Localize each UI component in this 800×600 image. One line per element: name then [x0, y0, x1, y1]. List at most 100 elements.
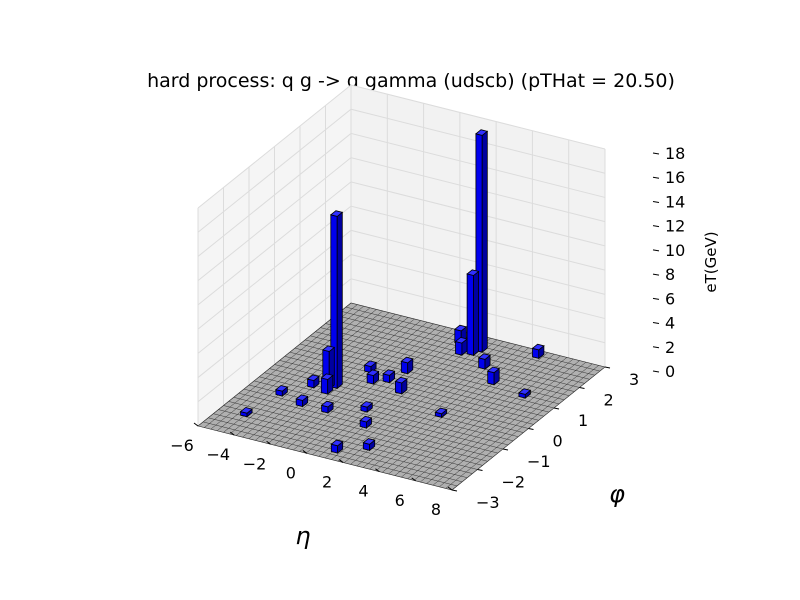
bar-top	[363, 360, 377, 368]
floor-line	[315, 331, 570, 396]
bar-top	[362, 438, 376, 445]
floor-line	[223, 405, 478, 470]
floor-line	[279, 360, 534, 425]
gridline-z	[197, 205, 606, 330]
bar	[394, 380, 403, 395]
floor-line	[310, 335, 565, 401]
y-tick	[477, 469, 483, 471]
x-tick-label: 0	[286, 463, 296, 482]
bar-side	[481, 130, 488, 354]
z-tick-label: 16	[665, 168, 685, 187]
gridline-z	[197, 84, 606, 209]
y-tick	[502, 448, 509, 451]
bar	[455, 340, 463, 356]
bar-top	[239, 407, 253, 414]
x-tick-label: 8	[431, 500, 441, 519]
x-tick-label: −2	[243, 454, 267, 473]
z-tick-label: 4	[665, 314, 675, 333]
z-tick	[652, 273, 660, 276]
x-tick-label: −4	[206, 445, 230, 464]
bar-top	[475, 129, 489, 136]
floor-line	[320, 327, 575, 392]
x-tick-label: 6	[395, 491, 405, 510]
x-tick	[266, 440, 271, 445]
bar	[400, 360, 409, 375]
bar	[487, 370, 495, 386]
chart-title: hard process: q g -> q gamma (udscb) (pT…	[147, 70, 675, 92]
z-tick	[652, 346, 660, 349]
z-tick	[652, 370, 660, 373]
bar-top	[329, 210, 344, 217]
bar	[466, 273, 474, 356]
z-tick-label: 8	[665, 265, 675, 284]
z-tick-label: 10	[665, 241, 685, 260]
bar-top	[434, 407, 448, 415]
y-tick-label: 2	[604, 391, 614, 410]
y-tick-label: 3	[629, 370, 639, 389]
bar	[320, 377, 329, 395]
bar-top	[295, 394, 309, 401]
bar-top	[359, 415, 373, 423]
x-tick-label: 2	[322, 473, 332, 492]
floor-line	[254, 380, 509, 446]
x-tick-label: 4	[358, 482, 368, 501]
gridline-z	[197, 181, 606, 306]
y-tick	[579, 387, 585, 389]
floor-line	[203, 421, 458, 487]
x-tick	[193, 422, 199, 427]
x-tick	[447, 486, 453, 491]
y-tick-label: 1	[578, 411, 588, 430]
x-tick	[302, 450, 308, 454]
bar-top	[366, 369, 380, 377]
bar-top	[360, 401, 374, 408]
z-tick	[652, 200, 660, 203]
z-tick-label: 12	[665, 217, 685, 236]
z-tick	[652, 322, 660, 325]
bar-top	[400, 356, 414, 364]
x-axis-label: η	[295, 522, 310, 550]
y-tick	[528, 428, 534, 430]
y-tick-label: 0	[553, 432, 563, 451]
bar-top	[320, 400, 334, 408]
floor-line	[248, 384, 504, 450]
bar-side	[473, 270, 480, 357]
x-tick-label: −6	[170, 436, 194, 455]
z-tick	[652, 176, 660, 179]
z-tick-label: 0	[665, 362, 675, 381]
x-tick	[229, 431, 235, 436]
y-axis-label: φ	[609, 480, 625, 508]
bar-top	[330, 439, 344, 447]
x-tick	[411, 477, 417, 482]
z-tick	[652, 225, 660, 228]
floor-line	[228, 401, 483, 466]
bar-top	[453, 324, 468, 332]
bar-top	[275, 385, 289, 392]
bar-side	[336, 211, 343, 390]
bar-top	[466, 269, 480, 276]
gridline-z	[197, 132, 606, 257]
z-tick-label: 2	[665, 338, 675, 357]
gridline-z	[197, 254, 606, 378]
x-tick	[375, 468, 380, 473]
y-tick	[553, 407, 560, 410]
z-tick-label: 18	[665, 144, 685, 163]
floor-line	[264, 372, 519, 437]
bar-top	[321, 345, 336, 352]
x-tick	[338, 459, 344, 463]
bar-top	[486, 366, 501, 374]
floor-line	[233, 397, 488, 462]
gridline-z	[197, 229, 606, 354]
y-tick	[604, 366, 611, 369]
floor-line	[274, 364, 529, 429]
floor-line	[305, 339, 560, 405]
bar-top	[306, 374, 320, 382]
y-tick	[451, 489, 458, 492]
y-tick-label: −3	[476, 493, 500, 512]
gridline-z	[197, 157, 606, 282]
z-tick	[652, 152, 660, 155]
z-tick	[652, 297, 660, 300]
z-tick-label: 14	[665, 192, 685, 211]
bar-top	[477, 353, 491, 360]
y-tick-label: −1	[527, 452, 551, 471]
